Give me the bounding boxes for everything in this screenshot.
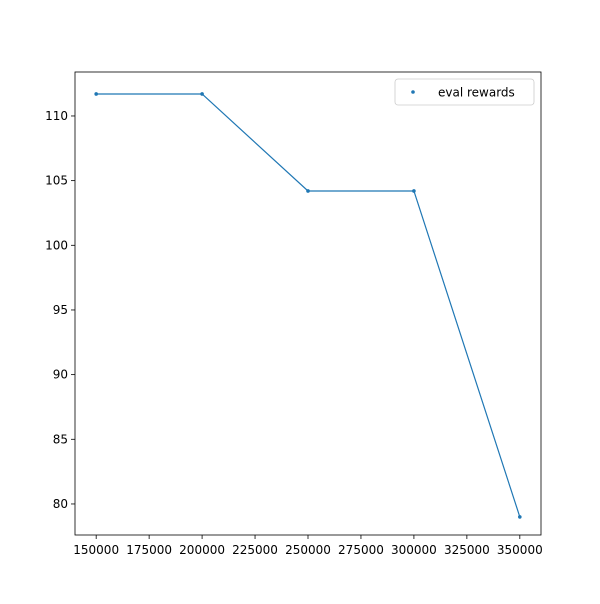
- y-tick-label: 85: [53, 432, 68, 446]
- legend: eval rewards: [394, 78, 535, 106]
- y-tick-label: 95: [53, 303, 68, 317]
- data-point: [412, 189, 416, 193]
- x-tick-label: 225000: [232, 543, 278, 557]
- y-tick-label: 110: [45, 109, 68, 123]
- x-tick-label: 300000: [391, 543, 437, 557]
- y-tick-label: 80: [53, 497, 68, 511]
- data-point: [94, 92, 98, 96]
- x-tick-label: 350000: [497, 543, 543, 557]
- y-tick-label: 105: [45, 174, 68, 188]
- y-tick-label: 100: [45, 238, 68, 252]
- x-tick-label: 175000: [126, 543, 172, 557]
- x-tick-label: 250000: [285, 543, 331, 557]
- data-point: [518, 515, 522, 519]
- y-tick-label: 90: [53, 368, 68, 382]
- plot-frame: [74, 71, 542, 536]
- plot-area: [74, 71, 542, 536]
- y-axis: 80 85 90 95 100 105 110: [45, 109, 75, 511]
- series-layer: [94, 92, 522, 519]
- legend-box: [394, 78, 535, 106]
- x-tick-label: 325000: [444, 543, 490, 557]
- x-tick-label: 150000: [73, 543, 119, 557]
- x-axis: 150000 175000 200000 225000 250000 275000 3000…: [73, 535, 543, 557]
- series-line: [96, 93, 521, 518]
- legend-label: eval rewards: [438, 86, 515, 100]
- x-tick-label: 200000: [179, 543, 225, 557]
- data-point: [306, 189, 310, 193]
- data-point: [200, 92, 204, 96]
- x-tick-label: 275000: [338, 543, 384, 557]
- legend-marker: [411, 90, 415, 94]
